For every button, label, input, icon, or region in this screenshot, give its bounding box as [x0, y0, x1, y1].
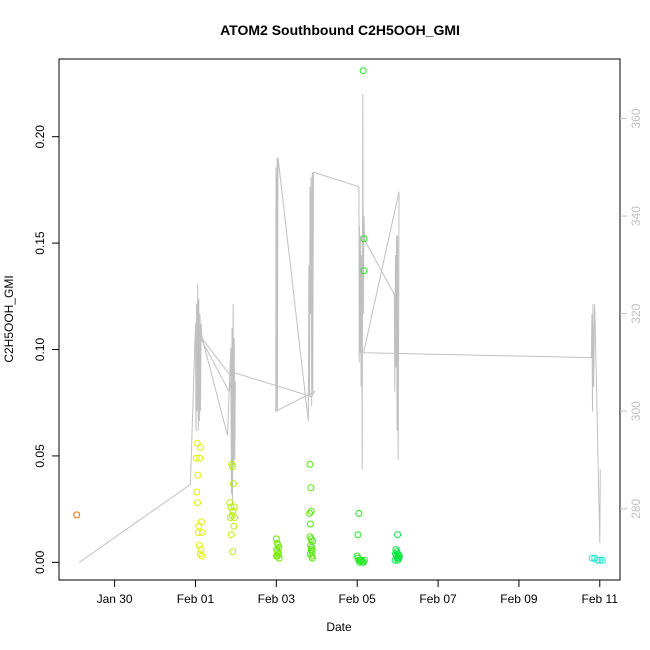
data-point — [229, 463, 236, 471]
data-point — [229, 507, 237, 515]
y-axis-label: C2H5OOH_GMI — [2, 275, 16, 362]
data-point — [192, 454, 200, 462]
x-tick-label: Feb 07 — [419, 592, 457, 606]
data-point — [196, 454, 204, 462]
data-point — [194, 471, 202, 479]
y-tick-label: 0.20 — [33, 125, 47, 149]
y2-tick-label: 340 — [629, 206, 643, 226]
x-tick-label: Jan 30 — [97, 592, 133, 606]
y-axis: 0.00 0.05 0.10 0.15 0.20 — [33, 125, 59, 574]
data-point — [195, 541, 203, 549]
x-tick-label: Feb 09 — [500, 592, 538, 606]
data-point — [226, 514, 234, 522]
x-axis-label: Date — [326, 620, 352, 634]
data-point — [230, 522, 238, 530]
y2-tick-label: 320 — [629, 303, 643, 323]
data-point — [360, 556, 368, 564]
data-point — [593, 556, 601, 564]
data-point — [273, 552, 281, 560]
data-point — [306, 460, 314, 468]
data-point — [198, 529, 206, 536]
data-point — [394, 531, 402, 539]
y2-tick-label: 360 — [629, 108, 643, 128]
data-point — [229, 548, 237, 556]
data-point — [226, 499, 234, 507]
data-point — [360, 267, 368, 275]
data-point — [197, 518, 205, 526]
data-point — [73, 511, 81, 519]
data-point — [193, 439, 201, 447]
y2-axis: 280 300 320 340 360 — [620, 108, 643, 519]
line-layer — [78, 94, 601, 563]
data-point — [231, 514, 239, 522]
data-point — [359, 67, 367, 75]
data-point — [198, 552, 206, 560]
data-point — [227, 503, 235, 511]
data-point — [197, 546, 205, 554]
data-point — [308, 554, 316, 562]
y-tick-label: 0.05 — [33, 444, 47, 468]
data-point — [306, 520, 314, 528]
x-tick-label: Feb 03 — [258, 592, 296, 606]
data-point — [307, 484, 315, 492]
data-point — [394, 556, 402, 564]
data-point — [391, 556, 399, 564]
line-series — [78, 94, 601, 563]
data-point — [193, 488, 201, 496]
data-point — [196, 550, 204, 558]
data-point — [229, 480, 237, 488]
data-point — [272, 535, 280, 543]
data-point — [598, 556, 606, 564]
data-point — [596, 556, 604, 564]
y2-tick-label: 280 — [629, 498, 643, 518]
data-point — [307, 507, 315, 515]
data-point — [306, 509, 314, 517]
data-point — [194, 529, 202, 536]
x-tick-label: Feb 05 — [339, 592, 377, 606]
data-point — [354, 531, 362, 539]
data-point — [227, 531, 235, 539]
chart-title: ATOM2 Southbound C2H5OOH_GMI — [220, 22, 460, 38]
plot-frame — [58, 58, 621, 581]
y-tick-label: 0.10 — [33, 338, 47, 362]
data-point — [197, 443, 204, 451]
data-point — [230, 503, 238, 511]
point-layer — [73, 67, 606, 566]
y-tick-label: 0.00 — [33, 550, 47, 574]
data-point — [355, 509, 363, 517]
data-point — [275, 554, 283, 562]
x-tick-label: Feb 01 — [177, 592, 215, 606]
y2-tick-label: 300 — [629, 401, 643, 421]
data-point — [360, 235, 368, 243]
x-axis: Jan 30 Feb 01 Feb 03 Feb 05 Feb 07 Feb 09 Feb … — [97, 580, 619, 606]
data-point — [194, 499, 202, 507]
y-tick-label: 0.15 — [33, 231, 47, 255]
x-tick-label: Feb 11 — [582, 592, 619, 606]
